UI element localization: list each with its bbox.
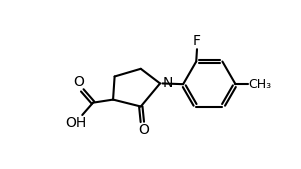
Text: O: O <box>138 124 149 137</box>
Text: CH₃: CH₃ <box>249 78 272 91</box>
Text: N: N <box>163 76 173 90</box>
Text: OH: OH <box>66 116 87 130</box>
Text: O: O <box>73 75 84 89</box>
Text: F: F <box>193 34 201 48</box>
